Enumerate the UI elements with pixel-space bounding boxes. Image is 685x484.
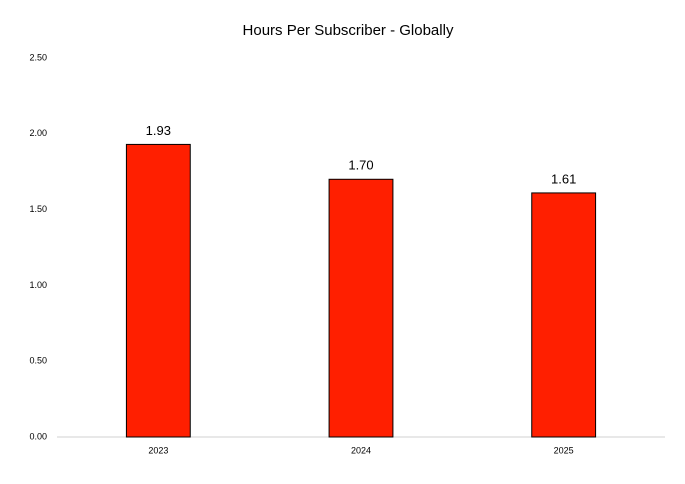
bar xyxy=(328,178,394,438)
x-tick-label: 2025 xyxy=(554,445,574,455)
y-tick-label: 2.50 xyxy=(29,52,47,62)
y-tick-label: 0.00 xyxy=(29,431,47,441)
y-tick-label: 0.50 xyxy=(29,356,47,366)
chart-title: Hours Per Subscriber - Globally xyxy=(243,22,454,39)
y-tick-label: 1.50 xyxy=(29,204,47,214)
bar xyxy=(125,143,191,438)
bar xyxy=(531,192,597,438)
data-label: 1.93 xyxy=(146,123,171,138)
y-tick-label: 2.00 xyxy=(29,128,47,138)
data-label: 1.70 xyxy=(348,158,373,173)
data-label: 1.61 xyxy=(551,171,576,186)
y-tick-label: 1.00 xyxy=(29,280,47,290)
x-tick-label: 2023 xyxy=(148,445,168,455)
x-tick-label: 2024 xyxy=(351,445,371,455)
